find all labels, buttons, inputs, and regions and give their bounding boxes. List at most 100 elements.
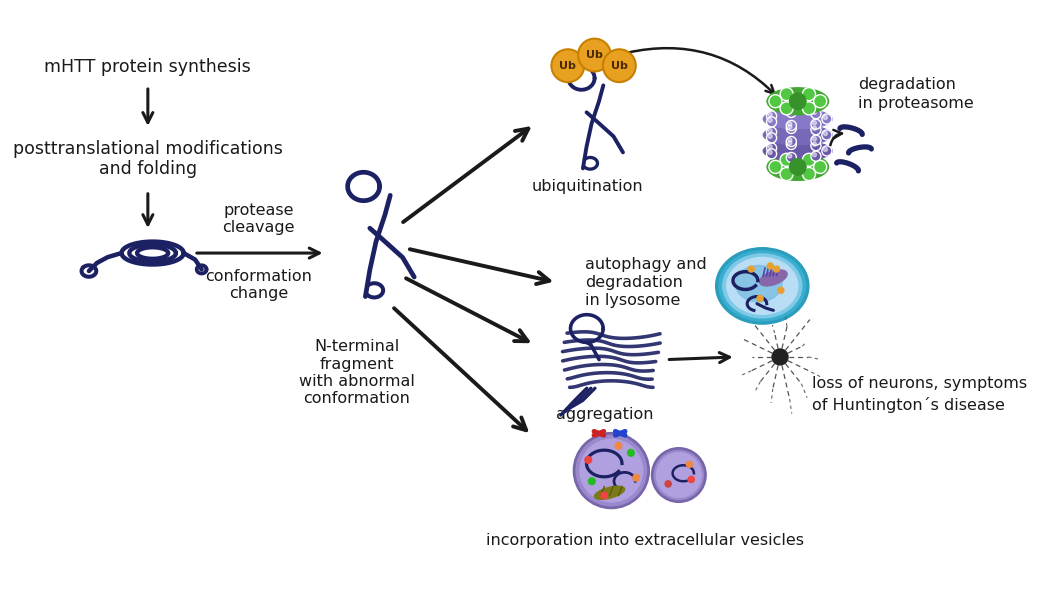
Circle shape: [814, 160, 827, 173]
Circle shape: [810, 109, 821, 119]
Text: aggregation: aggregation: [556, 407, 654, 421]
Text: autophagy and: autophagy and: [584, 257, 707, 272]
Ellipse shape: [722, 254, 802, 318]
Circle shape: [802, 154, 816, 166]
Circle shape: [768, 150, 772, 155]
Circle shape: [823, 131, 827, 135]
Circle shape: [810, 151, 821, 161]
Circle shape: [768, 144, 772, 149]
Ellipse shape: [763, 125, 832, 144]
Circle shape: [810, 125, 821, 135]
Circle shape: [812, 153, 817, 157]
Circle shape: [632, 474, 640, 481]
Ellipse shape: [595, 486, 625, 499]
Circle shape: [780, 88, 794, 101]
Circle shape: [627, 450, 634, 456]
Circle shape: [789, 93, 806, 110]
Circle shape: [766, 127, 777, 137]
Circle shape: [768, 113, 772, 117]
Circle shape: [812, 142, 817, 146]
Ellipse shape: [719, 251, 805, 321]
Circle shape: [802, 88, 816, 101]
Circle shape: [810, 135, 821, 145]
Circle shape: [757, 296, 763, 302]
Text: posttranslational modifications: posttranslational modifications: [13, 140, 283, 158]
Circle shape: [786, 107, 797, 117]
Circle shape: [787, 122, 792, 126]
Circle shape: [802, 102, 816, 115]
Circle shape: [601, 492, 607, 499]
Text: in lysosome: in lysosome: [584, 293, 681, 308]
Text: mHTT protein synthesis: mHTT protein synthesis: [44, 58, 251, 76]
Text: in proteasome: in proteasome: [859, 96, 974, 111]
Text: loss of neurons, symptoms: loss of neurons, symptoms: [812, 376, 1027, 391]
Circle shape: [780, 167, 794, 181]
Circle shape: [768, 160, 782, 173]
Circle shape: [652, 448, 706, 501]
Circle shape: [823, 116, 827, 120]
Circle shape: [766, 111, 777, 121]
Circle shape: [780, 102, 794, 115]
Text: degradation: degradation: [859, 77, 956, 92]
Circle shape: [687, 461, 692, 468]
Circle shape: [812, 126, 817, 130]
Circle shape: [786, 123, 797, 134]
Circle shape: [822, 146, 832, 156]
Circle shape: [603, 49, 636, 82]
Circle shape: [814, 95, 827, 108]
Circle shape: [574, 433, 649, 508]
Ellipse shape: [763, 141, 832, 161]
Circle shape: [768, 95, 782, 108]
Text: protease
cleavage: protease cleavage: [223, 203, 295, 235]
Circle shape: [580, 439, 643, 502]
Circle shape: [786, 140, 797, 149]
Circle shape: [787, 138, 792, 142]
Text: Ub: Ub: [586, 50, 603, 60]
Circle shape: [656, 453, 701, 497]
Circle shape: [786, 137, 797, 146]
Circle shape: [767, 263, 774, 269]
Circle shape: [822, 130, 832, 140]
Circle shape: [787, 154, 792, 158]
Circle shape: [823, 147, 827, 152]
Circle shape: [810, 119, 821, 129]
Circle shape: [812, 137, 817, 141]
Circle shape: [780, 154, 794, 166]
Circle shape: [749, 266, 754, 272]
Circle shape: [665, 481, 671, 487]
Circle shape: [768, 119, 772, 122]
Circle shape: [768, 134, 772, 138]
Circle shape: [786, 152, 797, 163]
Text: Ub: Ub: [610, 61, 628, 70]
Circle shape: [810, 141, 821, 150]
Ellipse shape: [727, 258, 798, 314]
Circle shape: [787, 141, 792, 145]
Text: incorporation into extracellular vesicles: incorporation into extracellular vesicle…: [486, 533, 804, 548]
Circle shape: [778, 287, 784, 293]
Circle shape: [766, 143, 777, 153]
Circle shape: [688, 476, 694, 483]
Text: Ub: Ub: [559, 61, 576, 70]
Text: ubiquitination: ubiquitination: [532, 179, 643, 194]
Ellipse shape: [767, 88, 828, 114]
Ellipse shape: [716, 248, 809, 324]
Circle shape: [772, 349, 788, 365]
Circle shape: [822, 114, 832, 124]
Circle shape: [786, 120, 797, 131]
Circle shape: [588, 478, 595, 485]
Text: and folding: and folding: [98, 160, 197, 178]
Circle shape: [789, 159, 806, 175]
Circle shape: [766, 133, 777, 143]
Text: of Huntington´s disease: of Huntington´s disease: [812, 397, 1005, 413]
Circle shape: [787, 109, 792, 113]
Circle shape: [787, 125, 792, 129]
Circle shape: [774, 266, 780, 272]
Ellipse shape: [763, 110, 832, 129]
Circle shape: [766, 117, 777, 127]
Text: conformation
change: conformation change: [205, 269, 312, 302]
Circle shape: [802, 167, 816, 181]
Ellipse shape: [735, 265, 782, 302]
Circle shape: [766, 149, 777, 159]
Text: N-terminal
fragment
with abnormal
conformation: N-terminal fragment with abnormal confor…: [298, 339, 415, 406]
Circle shape: [578, 39, 610, 72]
